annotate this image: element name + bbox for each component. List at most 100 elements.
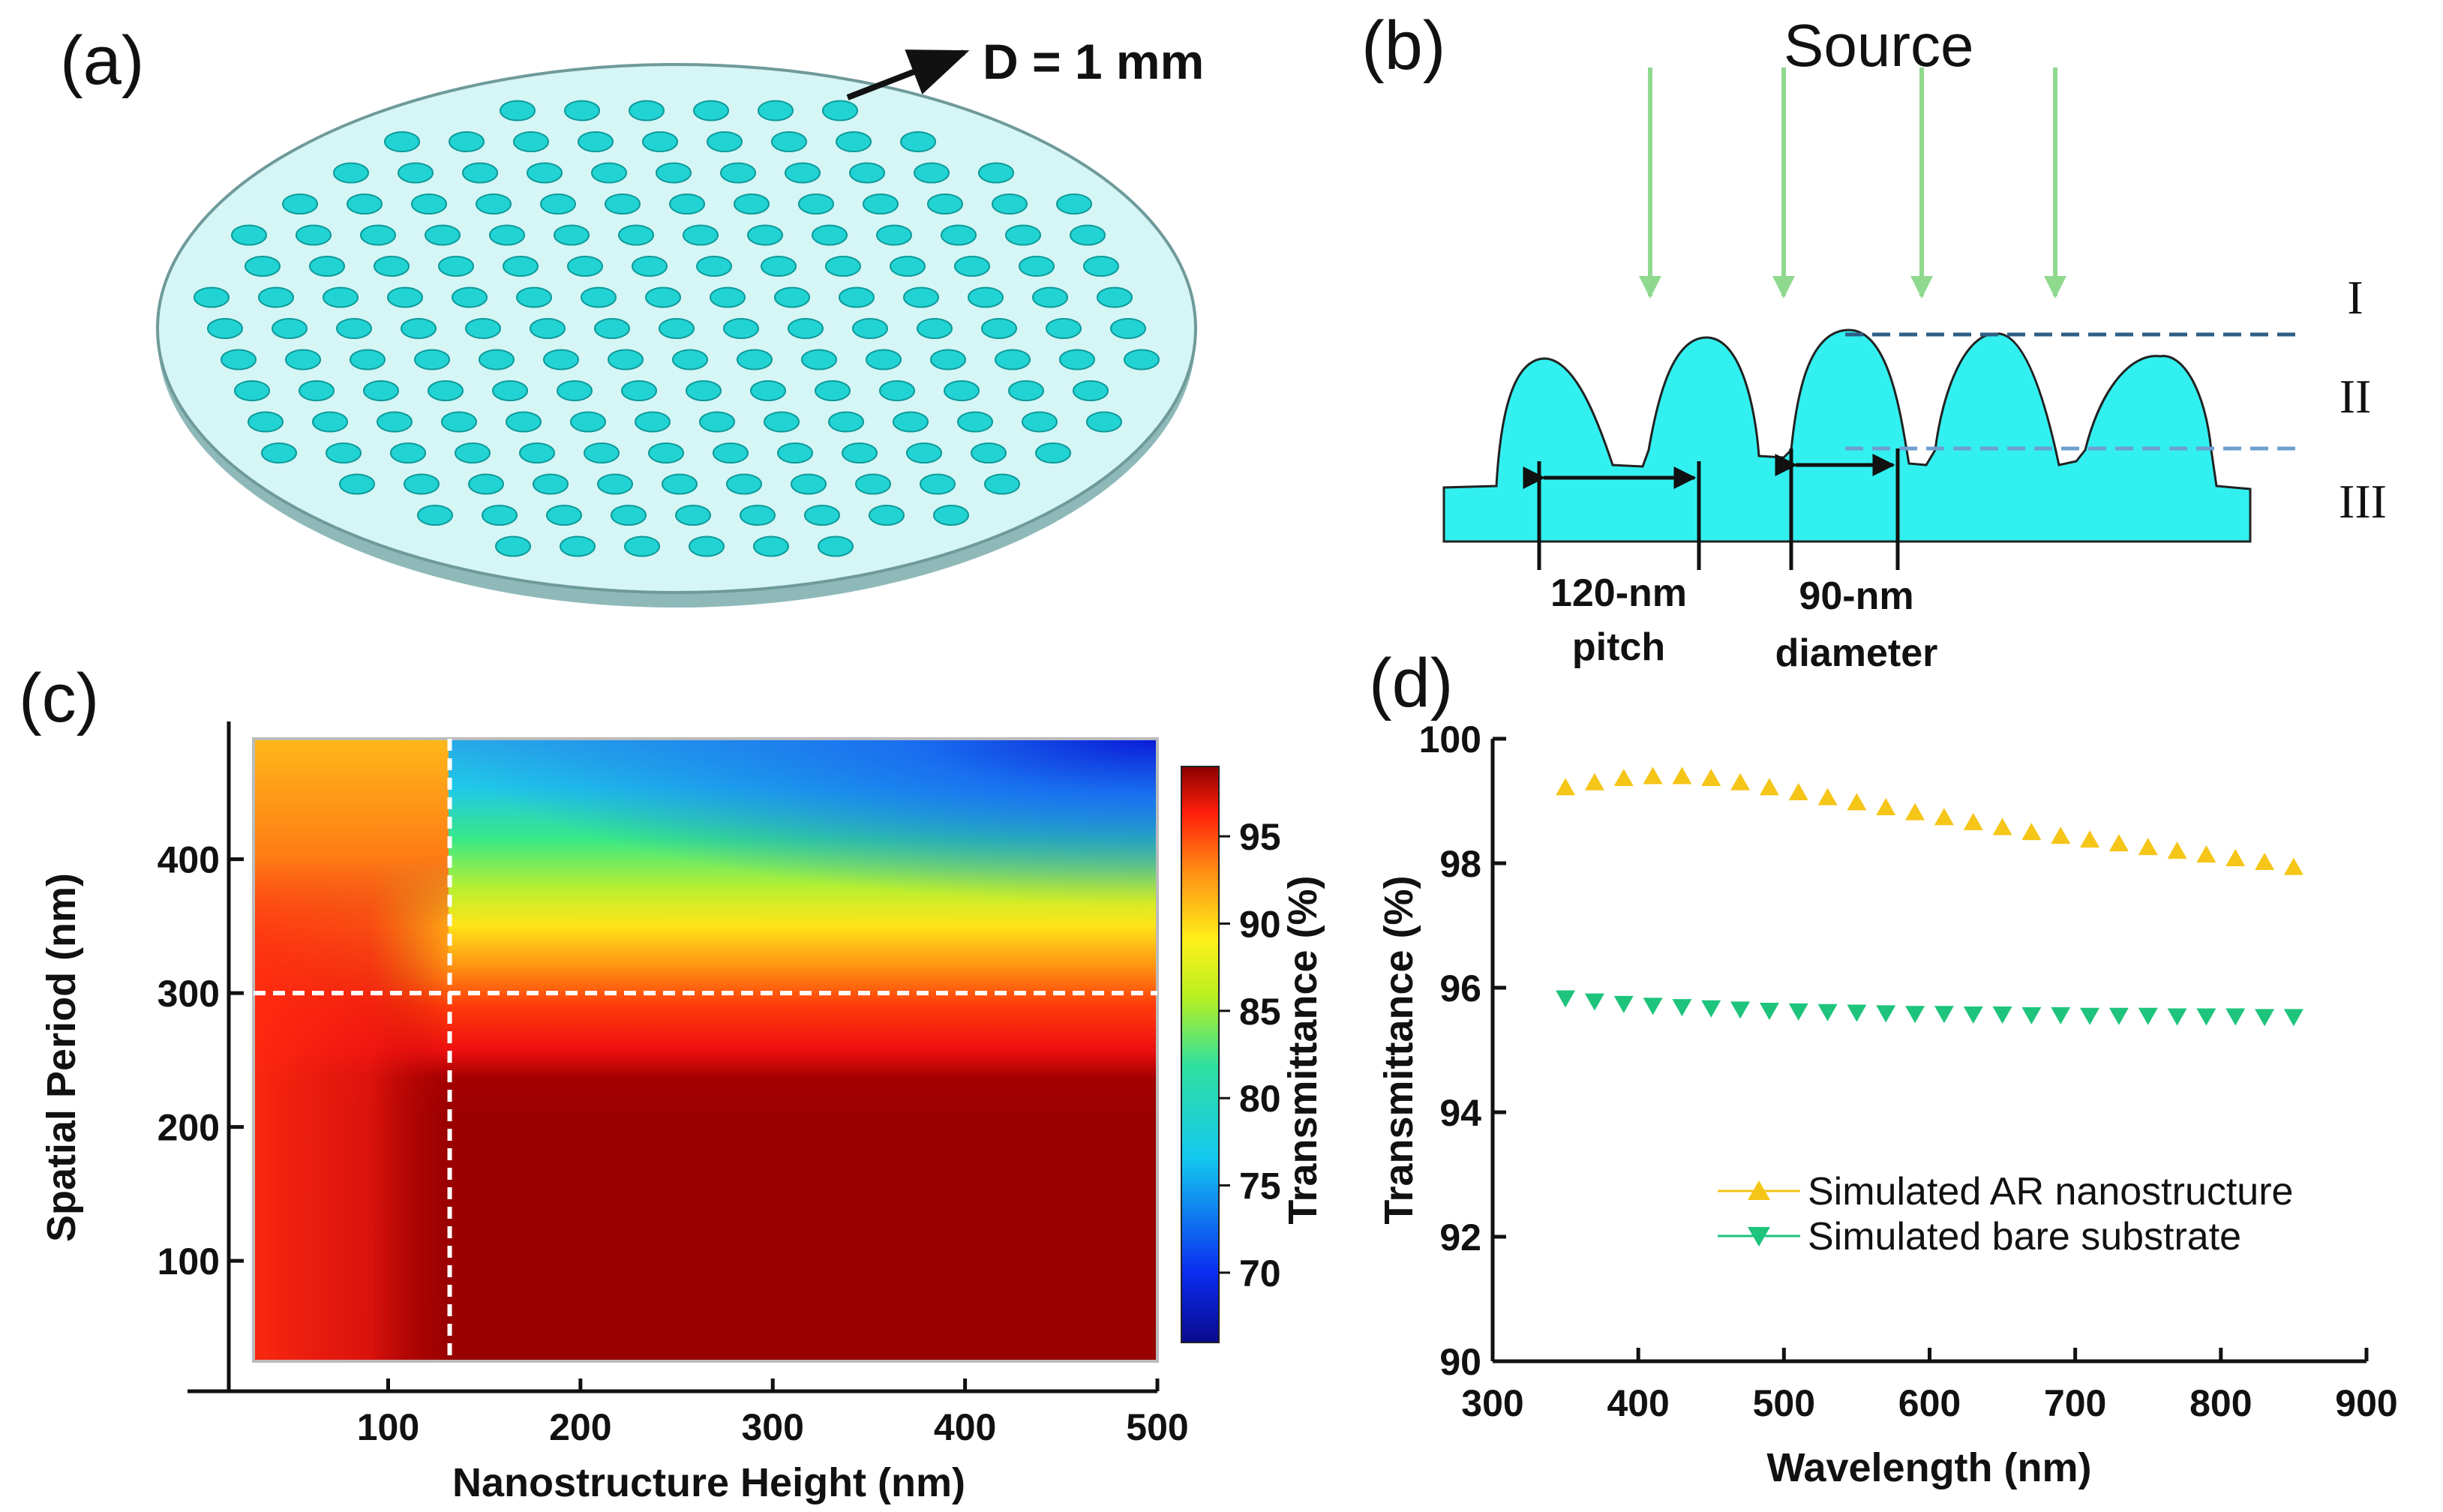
nanostructure-dot [578, 131, 614, 152]
nanostructure-dot [594, 318, 630, 339]
nanostructure-dot [567, 256, 603, 277]
nanostructure-dot [900, 131, 936, 152]
nanostructure-dot [285, 349, 321, 370]
c-y-tick-label: 200 [158, 1107, 220, 1149]
d-x-tick-label: 500 [1753, 1382, 1815, 1424]
nanostructure-dot [492, 380, 528, 401]
nanostructure-dot [326, 442, 362, 464]
bare-substrate-point [2283, 1009, 2303, 1027]
nanostructure-dot [245, 256, 281, 277]
nanostructure-dot [1046, 318, 1082, 339]
nanostructure-dot [1086, 411, 1122, 433]
nanostructure-dot [452, 286, 488, 308]
nanostructure-dot [662, 473, 698, 495]
nanostructure-dot [981, 318, 1017, 339]
nanostructure-dot [519, 442, 555, 464]
nanostructure-dot [632, 256, 668, 277]
nanostructure-dot [231, 224, 267, 246]
nanostructure-dot [455, 442, 491, 464]
pitch-label-line-2: pitch [1572, 626, 1665, 669]
nanostructure-dot [546, 505, 582, 526]
nanostructure-dot [659, 318, 695, 339]
panel-c: (c) 100 200 300 400 100 200 300 400 500 Spatial… [19, 660, 1325, 1505]
nanostructure-dot [605, 194, 641, 214]
colorbar-tick-label: 75 [1239, 1166, 1281, 1208]
nanostructure-dot [971, 442, 1007, 464]
c-x-axis-title: Nanostructure Height (nm) [452, 1460, 965, 1505]
colorbar-tick-label: 90 [1239, 903, 1281, 945]
ar-nanostructure-point [1847, 793, 1867, 811]
d-y-tick-label: 90 [1439, 1341, 1481, 1383]
nanostructure-dot [713, 442, 749, 464]
nanostructure-dot [992, 194, 1028, 214]
nanostructure-dot [804, 505, 840, 526]
ar-nanostructure-point [1876, 797, 1896, 815]
region-label-2: II [2339, 370, 2372, 423]
nanostructure-dot [734, 194, 770, 214]
ar-nanostructure-point [1963, 812, 1983, 830]
nanostructure-dot [656, 162, 692, 184]
bare-substrate-point [1556, 990, 1576, 1008]
nanostructure-dot [411, 194, 447, 214]
bare-substrate-point [2255, 1009, 2275, 1027]
colorbar-ticks: 70 75 80 85 90 95 [1219, 816, 1281, 1294]
d-x-tick-label: 700 [2044, 1382, 2106, 1424]
nanostructure-dot [611, 505, 647, 526]
bare-substrate-point [1730, 1001, 1751, 1019]
nanostructure-dot [282, 194, 318, 214]
nanostructure-dot [513, 131, 549, 152]
nanostructure-dot [828, 411, 864, 433]
region-label-3: III [2339, 475, 2387, 528]
nanostructure-dot [747, 224, 783, 246]
panel-b-label: (b) [1361, 8, 1445, 84]
nanostructure-dot [750, 380, 786, 401]
nanostructure-dot [723, 318, 759, 339]
nanostructure-dot [465, 318, 501, 339]
ar-nanostructure-point [2167, 842, 2187, 860]
nanostructure-dot [1110, 318, 1146, 339]
bare-substrate-point [1584, 993, 1604, 1011]
c-x-ticks: 100 200 300 400 500 [357, 1378, 1189, 1448]
nanostructure-dot [591, 162, 627, 184]
nanostructure-dot [516, 286, 552, 308]
nanostructure-dot [777, 442, 813, 464]
nanostructure-dot [761, 256, 797, 277]
nanostructure-dot [1008, 380, 1044, 401]
bare-substrate-point [2167, 1008, 2187, 1026]
bare-substrate-point [1934, 1006, 1954, 1024]
nanostructure-dot [753, 536, 789, 557]
panel-c-label: (c) [19, 660, 99, 736]
ar-nanostructure-point [1934, 808, 1954, 826]
c-x-tick-label: 200 [549, 1406, 611, 1448]
nanostructure-dot [836, 131, 872, 152]
nanostructure-dot [581, 286, 617, 308]
d-x-tick-label: 300 [1461, 1382, 1523, 1424]
nanostructure-dot [624, 536, 660, 557]
nanostructure-dot [855, 473, 891, 495]
panel-b: (b) Source I II III 120-nm pitch 90-nm d… [1361, 8, 2387, 675]
bare-substrate-point [2051, 1006, 2071, 1024]
c-y-tick-label: 400 [158, 839, 220, 881]
nanostructure-dot [710, 286, 746, 308]
c-y-axis-title: Spatial Period (nm) [39, 873, 84, 1242]
nanostructure-dot [758, 100, 794, 122]
nanostructure-dot [1097, 286, 1133, 308]
nanostructure-dot [890, 256, 926, 277]
nanostructure-dot [944, 380, 980, 401]
ar-nanostructure-point [2108, 834, 2129, 852]
d-x-ticks: 300 400 500 600 700 800 900 [1461, 1348, 2398, 1424]
nanostructure-dot [906, 442, 942, 464]
nanostructure-dot [954, 256, 990, 277]
nanostructure-dot [506, 411, 542, 433]
nanostructure-dot [737, 349, 773, 370]
nanostructure-dot [812, 224, 848, 246]
nanostructure-dot [642, 131, 678, 152]
colorbar [1181, 766, 1220, 1343]
bare-substrate-point [2080, 1007, 2100, 1025]
bare-substrate-point [2021, 1006, 2042, 1024]
nanostructure-dot [791, 473, 827, 495]
legend-marker-bare [1748, 1227, 1770, 1246]
nanostructure-dot [825, 256, 861, 277]
diameter-pointer-arrow [846, 50, 970, 100]
nanostructure-dot [1035, 442, 1071, 464]
